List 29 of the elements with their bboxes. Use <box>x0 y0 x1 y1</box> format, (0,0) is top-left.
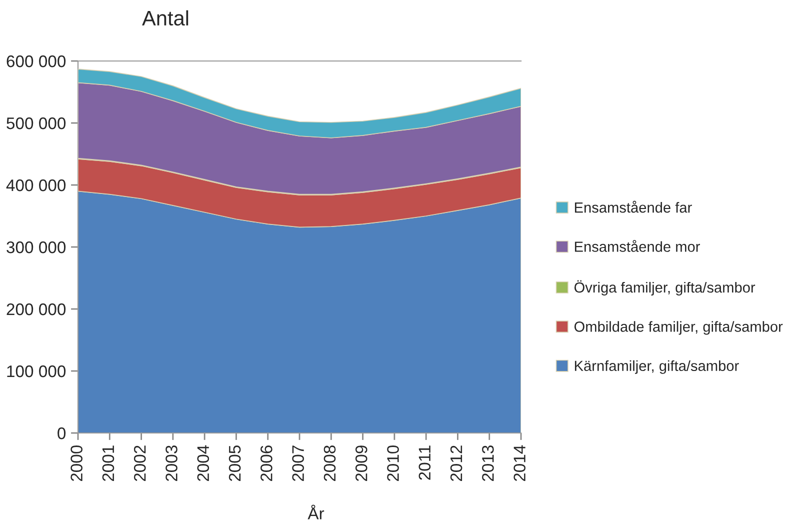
y-tick-label: 0 <box>58 427 66 440</box>
x-tick-label: 2010 <box>387 445 399 482</box>
legend-label: Övriga familjer, gifta/sambor <box>574 280 756 296</box>
x-tick-label: 2003 <box>166 446 178 482</box>
x-tick-label: 2001 <box>102 446 114 482</box>
legend-label: Ensamstående mor <box>574 240 700 252</box>
y-tick-label: 100 000 <box>7 365 66 378</box>
x-axis-title: År <box>308 504 324 520</box>
y-tick-label: 200 000 <box>6 303 66 316</box>
y-tick-label: 500 000 <box>6 117 66 130</box>
x-tick-label: 2006 <box>260 446 272 482</box>
y-tick-label: 300 000 <box>6 241 66 254</box>
x-tick-label: 2014 <box>514 445 526 482</box>
x-tick-label: 2012 <box>450 446 462 482</box>
x-tick-label: 2009 <box>355 446 368 482</box>
x-tick-label: 2011 <box>418 446 431 480</box>
x-tick-label: 2004 <box>197 445 210 482</box>
x-tick-label: 2000 <box>70 445 82 482</box>
y-tick-label: 600 000 <box>6 55 66 68</box>
chart-title: Antal <box>142 10 188 26</box>
x-tick-label: 2008 <box>324 446 336 482</box>
legend-label: Ombildade familjer, gifta/sambor <box>574 321 783 335</box>
legend-label: Ensamstående far <box>574 200 692 213</box>
x-tick-label: 2007 <box>292 446 304 482</box>
y-tick-label: 400 000 <box>6 179 66 192</box>
x-tick-label: 2005 <box>228 446 241 482</box>
legend-label: Kärnfamiljer, gifta/sambor <box>574 360 739 374</box>
x-tick-label: 2002 <box>134 446 146 482</box>
x-tick-label: 2013 <box>482 446 494 482</box>
